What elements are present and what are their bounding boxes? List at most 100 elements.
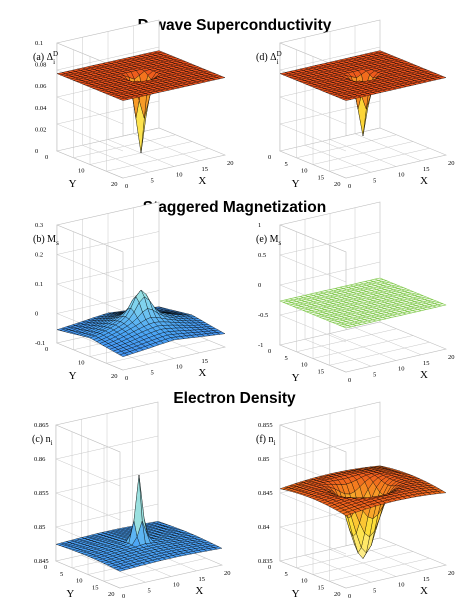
z-tick-b: 0.1: [35, 281, 43, 288]
y-tick-e: 5: [285, 355, 288, 362]
section-title-density: Electron Density: [173, 390, 296, 407]
panel-label-d: (d) ΔD i: [256, 50, 282, 66]
panel-label-a: (a) ΔD i: [33, 50, 58, 66]
surface-panel-a: 0 5 10 15 20 0 10 20 0 0.02 0.04 0.06 0.08 0.1 X Y (a) Δ…: [33, 19, 234, 190]
x-axis-label-f: X: [420, 585, 428, 597]
panel-label-e: (e) Ms: [256, 234, 282, 247]
x-axis-label-d: X: [420, 175, 428, 187]
x-tick-e: 15: [423, 360, 430, 367]
panel-label-b: (b) Ms: [33, 234, 59, 247]
x-tick-f: 0: [348, 593, 351, 600]
section-title-magnetization: Staggered Magnetization: [142, 199, 327, 216]
x-tick-b: 5: [151, 369, 154, 376]
surface-panel-f: 0 5 10 15 20 0 5 10 15 20 0.835 0.84 0.845 0.85 0.855 X…: [256, 401, 455, 600]
z-tick-a: 0.1: [35, 40, 43, 47]
y-tick-e: 0: [268, 348, 271, 355]
surface-cell-a: [119, 97, 129, 101]
z-tick-e: 0.5: [258, 252, 266, 259]
x-tick-d: 15: [423, 166, 430, 173]
y-tick-f: 0: [268, 564, 271, 571]
x-axis-label-e: X: [420, 369, 428, 381]
surface-cell-e: [342, 325, 352, 329]
x-tick-e: 0: [348, 377, 351, 384]
y-axis-label-e: Y: [292, 372, 300, 384]
y-tick-b: 20: [111, 373, 118, 380]
y-tick-c: 10: [76, 578, 83, 585]
y-tick-c: 0: [44, 564, 47, 571]
x-tick-e: 20: [448, 354, 455, 361]
x-tick-e: 10: [398, 366, 405, 373]
surface-cell-c: [116, 568, 126, 572]
z-tick-b: 0: [35, 311, 38, 318]
z-tick-a: 0.04: [35, 105, 47, 112]
x-tick-f: 15: [423, 576, 430, 583]
y-tick-b: 10: [78, 360, 85, 367]
y-tick-d: 5: [285, 161, 288, 168]
y-tick-d: 0: [268, 154, 271, 161]
z-tick-f: 0.855: [258, 422, 273, 429]
x-tick-f: 10: [398, 582, 405, 589]
z-tick-c: 0.845: [34, 558, 49, 565]
z-tick-c: 0.86: [34, 456, 46, 463]
y-tick-a: 20: [111, 181, 118, 188]
y-tick-e: 10: [301, 362, 308, 369]
x-tick-a: 5: [151, 177, 154, 184]
z-tick-a: 0.02: [35, 126, 46, 133]
z-tick-f: 0.845: [258, 490, 273, 497]
x-tick-c: 5: [148, 587, 151, 594]
x-tick-f: 5: [373, 587, 376, 594]
z-tick-e: 1: [258, 222, 261, 229]
y-axis-label-b: Y: [69, 370, 77, 382]
z-tick-f: 0.85: [258, 456, 269, 463]
section-title-dwave: D-wave Superconductivity: [137, 17, 332, 34]
y-tick-e: 15: [318, 368, 325, 375]
x-tick-b: 10: [176, 364, 183, 371]
x-tick-d: 5: [373, 177, 376, 184]
y-tick-c: 5: [60, 571, 63, 578]
x-tick-a: 0: [125, 183, 128, 190]
z-tick-f: 0.835: [258, 558, 273, 565]
x-tick-d: 10: [398, 172, 405, 179]
x-tick-e: 5: [373, 371, 376, 378]
z-tick-e: -0.5: [258, 312, 268, 319]
x-tick-f: 20: [448, 570, 455, 577]
x-tick-d: 0: [348, 183, 351, 190]
z-tick-c: 0.85: [34, 524, 45, 531]
y-axis-label-c: Y: [66, 588, 74, 600]
x-axis-label-a: X: [198, 175, 206, 187]
z-tick-c: 0.855: [34, 490, 49, 497]
z-tick-b: 0.3: [35, 222, 43, 229]
z-tick-e: 0: [258, 282, 261, 289]
x-tick-c: 0: [122, 593, 125, 600]
y-axis-label-a: Y: [69, 178, 77, 190]
z-tick-b: 0.2: [35, 252, 43, 259]
y-tick-f: 5: [285, 571, 288, 578]
x-tick-a: 15: [202, 166, 209, 173]
y-tick-f: 10: [301, 578, 308, 585]
z-tick-e: -1: [258, 342, 263, 349]
surface-cell-d: [342, 97, 352, 101]
surface-panel-e: 0 5 10 15 20 0 5 10 15 -1 -0.5 0 0.5 1 X Y (e) Ms: [256, 201, 455, 384]
z-tick-b: -0.1: [35, 340, 45, 347]
y-axis-label-f: Y: [292, 588, 300, 600]
y-tick-b: 0: [45, 346, 48, 353]
x-tick-a: 20: [227, 160, 234, 167]
y-tick-f: 20: [334, 591, 341, 598]
x-tick-b: 0: [125, 375, 128, 382]
surface-panel-c: 0 5 10 15 20 0 5 10 15 20 0.845 0.85 0.855 0.86 0.865 X…: [32, 401, 231, 600]
y-tick-c: 20: [108, 591, 115, 598]
surface-panel-d: 0 5 10 15 20 0 5 10 15 20 X Y (d) ΔD i: [256, 19, 455, 190]
panel-label-c: (c) ni: [32, 434, 53, 447]
z-tick-a: 0.08: [35, 62, 46, 69]
x-tick-c: 20: [224, 570, 231, 577]
y-tick-d: 20: [334, 181, 341, 188]
z-tick-a: 0.06: [35, 83, 47, 90]
z-tick-a: 0: [35, 148, 38, 155]
x-tick-a: 10: [176, 172, 183, 179]
y-tick-a: 0: [45, 154, 48, 161]
x-tick-d: 20: [448, 160, 455, 167]
z-tick-c: 0.865: [34, 422, 49, 429]
x-tick-c: 10: [173, 582, 180, 589]
